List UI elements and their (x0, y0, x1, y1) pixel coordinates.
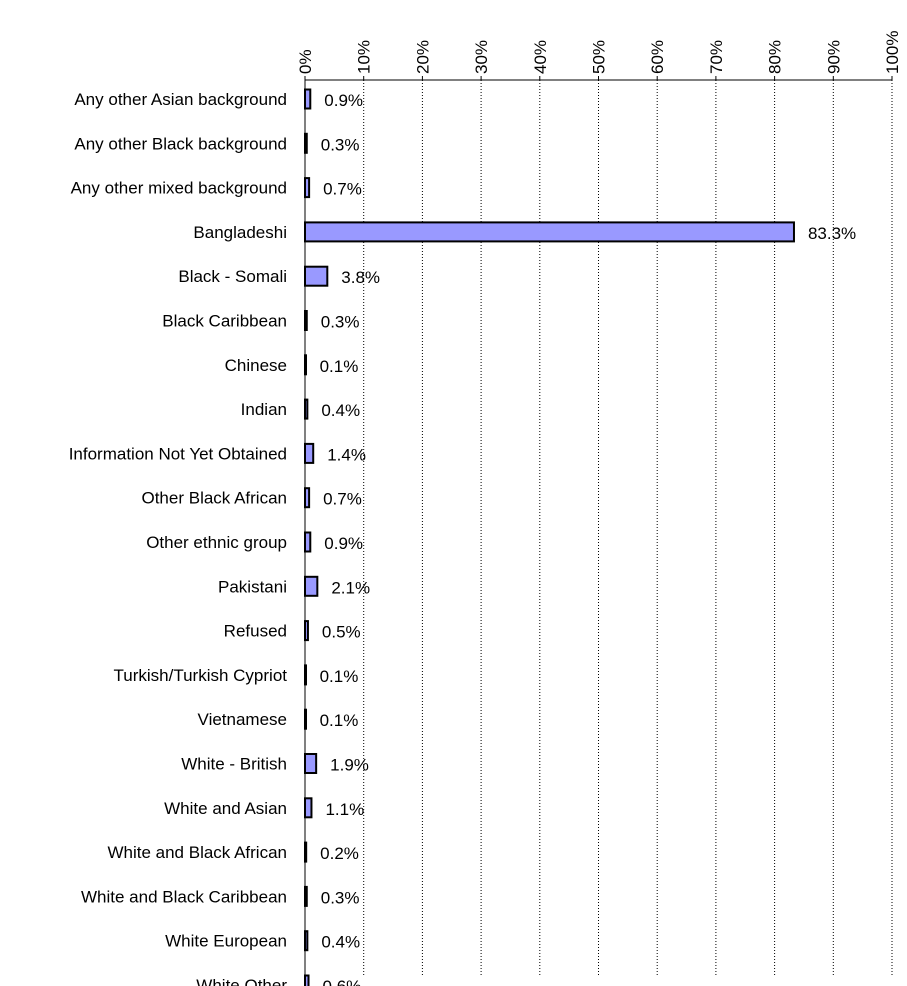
bar (304, 487, 311, 509)
x-tick-label: 70% (707, 40, 726, 74)
bar (304, 797, 313, 819)
data-label: 0.3% (321, 135, 360, 154)
data-label: 0.9% (324, 534, 363, 553)
category-label: Any other mixed background (71, 179, 287, 198)
bar (304, 708, 307, 730)
bar (304, 310, 308, 331)
data-label: 0.9% (324, 91, 363, 110)
axes (304, 76, 893, 975)
bars (304, 88, 795, 986)
data-label: 0.3% (321, 313, 360, 332)
bar (304, 974, 310, 986)
data-label: 0.1% (320, 357, 359, 376)
data-label: 0.7% (323, 490, 362, 509)
bar (304, 620, 309, 642)
x-tick-label: 10% (355, 40, 374, 74)
x-tick-label: 0% (296, 49, 315, 74)
data-label: 2.1% (331, 578, 370, 597)
x-tick-labels: 0% 10% 20% 30% 40% 50% 60% 70% 80% 90% 100% (296, 31, 902, 74)
category-label: Refused (224, 622, 287, 641)
category-label: White European (165, 932, 287, 951)
data-label: 0.1% (320, 711, 359, 730)
data-label: 0.2% (320, 844, 359, 863)
data-label: 0.7% (323, 180, 362, 199)
data-label: 0.5% (322, 623, 361, 642)
x-tick-label: 40% (531, 40, 550, 74)
bar (304, 265, 329, 287)
x-tick-label: 20% (413, 40, 432, 74)
category-label: White Other (196, 976, 287, 986)
data-label: 83.3% (808, 224, 856, 243)
category-label: Bangladeshi (193, 223, 287, 242)
bar (304, 132, 308, 154)
bar (304, 398, 309, 420)
x-tick-label: 60% (648, 40, 667, 74)
bar (304, 221, 795, 243)
data-label: 1.4% (327, 445, 366, 464)
data-label: 0.6% (323, 977, 362, 986)
bar (304, 753, 318, 774)
category-label: Pakistani (218, 577, 287, 596)
category-label: Black Caribbean (162, 312, 287, 331)
category-label: White - British (181, 755, 287, 774)
x-tick-label: 90% (824, 40, 843, 74)
bar (304, 442, 315, 464)
category-label: White and Black African (107, 843, 287, 862)
data-label: 1.9% (330, 756, 369, 775)
category-label: White and Black Caribbean (81, 887, 287, 906)
category-label: Information Not Yet Obtained (69, 444, 287, 463)
data-label: 0.1% (320, 667, 359, 686)
category-label: Other ethnic group (146, 533, 287, 552)
bar (304, 575, 319, 597)
category-label: Black - Somali (178, 267, 287, 286)
category-labels: Any other Asian background Any other Blac… (69, 90, 288, 986)
data-label: 0.4% (321, 933, 360, 952)
category-label: White and Asian (164, 799, 287, 818)
x-tick-label: 30% (472, 40, 491, 74)
category-label: Indian (241, 400, 287, 419)
category-label: Other Black African (141, 489, 287, 508)
data-label: 3.8% (341, 268, 380, 287)
category-label: Chinese (225, 356, 287, 375)
x-tick-label: 80% (766, 40, 785, 74)
bar (304, 531, 312, 553)
bar (304, 88, 312, 110)
bar (304, 177, 311, 199)
category-label: Any other Black background (74, 134, 287, 153)
data-label: 1.1% (325, 800, 364, 819)
data-labels: 0.9% 0.3% 0.7% 83.3% 3.8% 0.3% 0.1% 0.4% 1.4% 0.7… (320, 91, 857, 986)
data-label: 0.4% (321, 401, 360, 420)
gridlines (363, 80, 893, 975)
category-label: Turkish/Turkish Cypriot (114, 666, 288, 685)
x-tick-label: 100% (883, 31, 902, 74)
bar (304, 354, 307, 376)
bar (304, 885, 308, 907)
category-label: Any other Asian background (74, 90, 287, 109)
bar (304, 841, 308, 863)
data-label: 0.3% (321, 888, 360, 907)
category-label: Vietnamese (198, 710, 287, 729)
bar (304, 930, 309, 952)
bar (304, 664, 307, 686)
x-tick-label: 50% (590, 40, 609, 74)
